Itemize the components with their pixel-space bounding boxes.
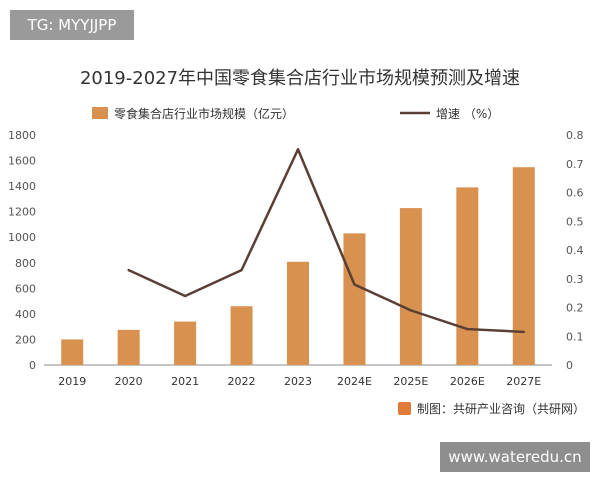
- bar: [343, 233, 366, 365]
- y-left-tick-label: 400: [15, 308, 36, 321]
- line-point: [240, 268, 243, 272]
- y-left-tick-label: 1600: [8, 155, 36, 168]
- x-axis: 2019 2020 2021 2022 2023 2024E 2025E 2026E 2027E: [58, 375, 541, 388]
- y-left-tick-label: 200: [15, 333, 36, 346]
- line-point: [183, 294, 187, 298]
- legend-bar-swatch: [92, 107, 108, 119]
- y-left-tick-label: 800: [15, 257, 36, 270]
- growth-line: [128, 148, 524, 334]
- y-left-tick-label: 1800: [8, 129, 36, 142]
- y-right-tick-label: 0.1: [566, 330, 584, 343]
- x-tick-label: 2020: [115, 375, 143, 388]
- legend-line-label: 增速 （%）: [436, 107, 499, 121]
- bar: [117, 329, 140, 365]
- y-right-tick-label: 0.7: [566, 158, 584, 171]
- line-point: [409, 309, 413, 312]
- bar: [512, 167, 535, 365]
- x-tick-label: 2026E: [450, 375, 485, 388]
- bar-series: [61, 167, 535, 365]
- x-tick-label: 2027E: [506, 375, 541, 388]
- chart-title: 2019-2027年中国零食集合店行业市场规模预测及增速: [80, 68, 520, 89]
- x-tick-label: 2019: [58, 375, 86, 388]
- y-left-tick-label: 1400: [8, 180, 36, 193]
- line-point: [296, 148, 300, 151]
- x-tick-label: 2023: [284, 375, 312, 388]
- y-axis-right: 0 0.1 0.2 0.3 0.4 0.5 0.6 0.7 0.8: [566, 129, 584, 372]
- y-left-tick-label: 0: [29, 359, 36, 372]
- bar: [61, 339, 84, 365]
- bar: [399, 208, 422, 365]
- line-point: [353, 283, 356, 286]
- y-right-tick-label: 0.2: [566, 302, 584, 315]
- y-axis-left: 0 200 400 600 800 1000 1200 1400 1600 1800: [8, 129, 36, 372]
- source-text: 制图：共研产业咨询（共研网）: [417, 401, 585, 416]
- line-point: [127, 268, 130, 272]
- y-right-tick-label: 0.6: [566, 187, 584, 200]
- bar: [287, 261, 309, 365]
- legend: 零食集合店行业市场规模（亿元） 增速 （%）: [92, 106, 499, 121]
- legend-bar-label: 零食集合店行业市场规模（亿元）: [114, 106, 294, 121]
- site-badge: www.wateredu.cn: [440, 442, 590, 472]
- x-tick-label: 2024E: [337, 375, 372, 388]
- bar: [174, 321, 197, 365]
- y-left-tick-label: 1200: [8, 206, 36, 219]
- y-right-tick-label: 0.4: [566, 244, 584, 257]
- bar: [456, 187, 479, 365]
- line-point: [522, 330, 525, 334]
- y-right-tick-label: 0: [566, 359, 573, 372]
- x-tick-label: 2021: [171, 375, 199, 388]
- source-note: 制图：共研产业咨询（共研网）: [398, 401, 585, 416]
- y-left-tick-label: 1000: [8, 231, 36, 244]
- y-left-tick-label: 600: [15, 282, 36, 295]
- bar: [230, 306, 253, 365]
- line-point: [466, 327, 469, 331]
- line-series: [127, 148, 525, 334]
- y-right-tick-label: 0.5: [566, 215, 584, 228]
- y-right-tick-label: 0.8: [566, 129, 584, 142]
- x-tick-label: 2022: [228, 375, 256, 388]
- y-right-tick-label: 0.3: [566, 273, 584, 286]
- tg-badge: TG: MYYJJPP: [10, 10, 134, 40]
- x-tick-label: 2025E: [393, 375, 428, 388]
- source-logo-icon: [398, 402, 411, 415]
